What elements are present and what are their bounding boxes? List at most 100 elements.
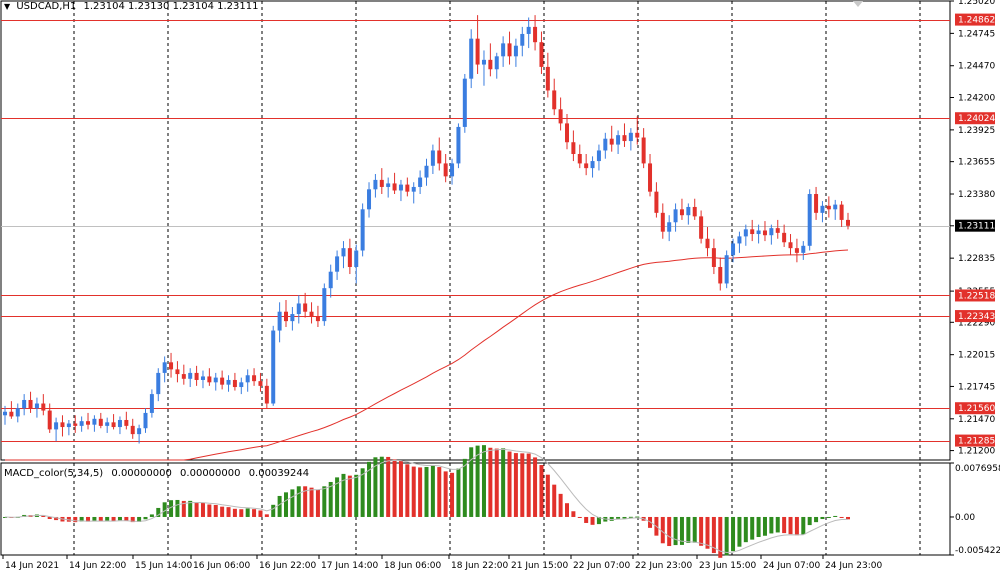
price-tick-label: 1.21200 (958, 447, 995, 457)
macd-bar (367, 461, 372, 517)
price-tick-label: 1.23380 (958, 190, 995, 200)
macd-bar (309, 487, 314, 517)
price-tick-label: 1.25020 (958, 0, 995, 7)
price-tick-label: 1.22015 (958, 351, 995, 361)
price-tick-label: 1.21745 (958, 382, 995, 392)
candle-body (673, 209, 678, 223)
macd-bar (398, 461, 403, 517)
indicator-value-3: 0.00039244 (248, 468, 310, 479)
macd-bar (284, 492, 288, 517)
macd-bar (194, 502, 199, 517)
candle-body (296, 303, 301, 315)
macd-bar (820, 516, 825, 520)
time-label: 22 Jun 23:00 (635, 561, 692, 571)
candle-body (169, 362, 174, 370)
macd-bar (782, 516, 787, 534)
macd-bar (469, 447, 474, 517)
dropdown-triangle-icon[interactable]: ▼ (4, 2, 11, 11)
candle-body (584, 163, 589, 169)
main-pane-border (0, 0, 951, 461)
macd-bar (124, 516, 129, 521)
time-label: 22 Jun 07:00 (573, 561, 630, 571)
candle-body (239, 382, 244, 388)
macd-bar (360, 468, 365, 517)
candle-body (628, 132, 633, 142)
macd-bar (488, 447, 493, 517)
candle-body (143, 412, 148, 429)
macd-bar (411, 466, 416, 517)
macd-bar (679, 516, 684, 545)
candle-body (149, 394, 154, 413)
candle-body (156, 372, 161, 395)
price-tick-label: 1.23925 (958, 126, 995, 136)
macd-bar (424, 466, 429, 517)
macd-bar (520, 453, 525, 517)
candle-body (641, 137, 646, 164)
price-tick-label: 1.22835 (958, 254, 995, 264)
candle-body (15, 408, 20, 417)
candle-body (699, 216, 704, 239)
macd-tick-label: 0.0076958 (955, 464, 1000, 474)
macd-bar (117, 516, 122, 521)
candle-body (801, 245, 806, 253)
candle-body (635, 132, 640, 138)
candle-body (788, 242, 793, 249)
macd-bar (552, 484, 557, 517)
macd-bar (737, 516, 742, 547)
macd-bar (328, 481, 333, 517)
macd-bar (232, 508, 237, 517)
candle-body (718, 266, 723, 284)
high-value: 1.23130 (128, 1, 170, 12)
macd-bar (660, 516, 665, 544)
candle-body (405, 184, 410, 192)
candle-body (200, 376, 205, 380)
macd-bar (794, 516, 799, 536)
macd-bar (277, 495, 282, 517)
time-label: 23 Jun 15:00 (699, 561, 756, 571)
macd-bar (833, 515, 838, 517)
macd-bar (705, 516, 710, 549)
current-price-box (955, 219, 995, 232)
candle-body (86, 421, 91, 425)
candle-body (437, 150, 442, 164)
candle-body (731, 243, 736, 256)
candle-body (616, 135, 621, 145)
macd-bar (392, 459, 397, 517)
macd-bar (507, 451, 512, 517)
indicator-value-2: 0.00000000 (180, 468, 241, 479)
candle-body (47, 410, 52, 430)
macd-bar (577, 516, 582, 518)
macd-bar (756, 516, 761, 538)
macd-bar (73, 516, 78, 523)
candle-body (303, 303, 308, 312)
macd-bar (322, 486, 327, 517)
candle-body (724, 255, 729, 284)
macd-bar (111, 516, 116, 522)
macd-bar (584, 516, 589, 523)
price-tick-label: 1.24745 (958, 29, 995, 39)
candle-body (111, 422, 116, 428)
level-label-text: 1.22343 (958, 312, 995, 322)
macd-bar (628, 516, 633, 518)
candle-body (60, 422, 65, 428)
macd-bar (526, 453, 531, 517)
candle-body (245, 375, 250, 383)
time-grid (73, 1, 921, 555)
candle-body (41, 403, 46, 411)
macd-bar (181, 500, 186, 517)
collapse-chevron-icon[interactable] (852, 0, 864, 8)
macd-bar (200, 502, 205, 517)
macd-bar (386, 456, 391, 517)
level-labels: 1.24862 1.24024 1.22518 1.22343 1.21560 1.212… (955, 13, 995, 447)
candle-body (833, 204, 838, 210)
macd-bar (258, 510, 263, 517)
candle-body (309, 311, 314, 317)
level-label-box (955, 402, 995, 415)
symbol-timeframe: USDCAD,H1 (16, 1, 77, 12)
macd-bar (354, 474, 359, 517)
level-label-text: 1.24024 (958, 114, 995, 124)
candle-body (220, 377, 225, 385)
